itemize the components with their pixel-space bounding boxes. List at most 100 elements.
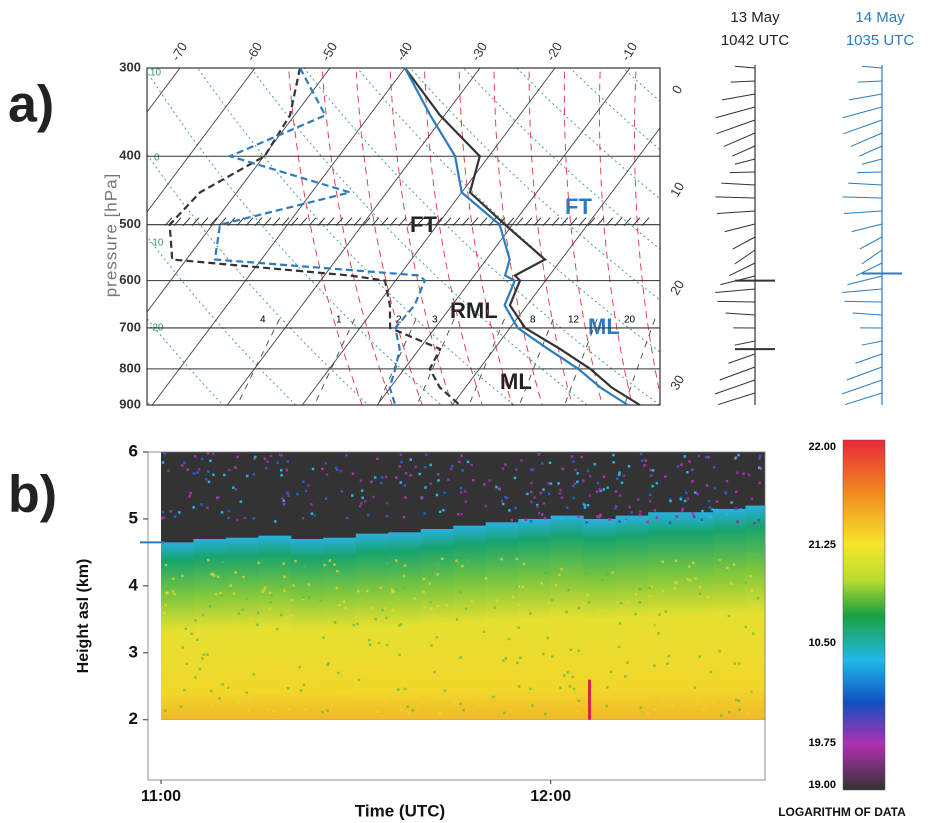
moist-adiabat	[528, 68, 573, 405]
speckle	[162, 516, 166, 519]
wind-barb	[728, 353, 756, 364]
speckle	[704, 675, 708, 679]
layer-column	[648, 512, 682, 720]
speckle	[725, 479, 729, 483]
speckle	[218, 591, 222, 595]
speckle	[185, 662, 188, 666]
dry-adiabat	[622, 68, 660, 102]
speckle	[360, 659, 363, 663]
speckle	[282, 502, 286, 506]
speckle	[520, 459, 523, 462]
speckle	[254, 455, 257, 459]
speckle	[409, 458, 412, 461]
speckle	[673, 621, 677, 625]
speckle	[541, 462, 544, 465]
speckle	[255, 677, 259, 681]
speckle	[607, 693, 610, 696]
speckle	[259, 632, 262, 636]
colorbar-title: LOGARITHM OF DATA	[778, 805, 906, 819]
speckle	[202, 653, 205, 656]
hatch	[371, 217, 380, 227]
speckle	[311, 467, 315, 471]
speckle	[462, 708, 465, 712]
speckle	[192, 506, 195, 509]
speckle	[280, 469, 283, 472]
right-label: 10	[667, 179, 687, 199]
speckle	[648, 586, 651, 590]
speckle	[602, 475, 606, 479]
speckle	[642, 686, 646, 689]
speckle	[618, 520, 621, 523]
speckle	[206, 506, 209, 509]
speckle	[264, 690, 268, 694]
speckle	[164, 709, 167, 712]
speckle	[229, 654, 233, 657]
speckle	[540, 582, 543, 585]
wind-barb	[721, 182, 756, 186]
speckle	[183, 688, 186, 692]
speckle	[503, 711, 506, 715]
speckle	[228, 636, 232, 639]
speckle	[669, 499, 672, 503]
speckle	[279, 585, 283, 589]
speckle	[596, 481, 600, 485]
speckle	[436, 473, 440, 476]
speckle	[651, 627, 655, 631]
speckle	[250, 621, 253, 624]
speckle	[182, 623, 185, 626]
speckle	[320, 649, 323, 652]
hatch	[236, 217, 245, 227]
speckle	[422, 590, 425, 594]
speckle	[576, 653, 580, 657]
hatch	[569, 217, 578, 227]
speckle	[416, 704, 420, 708]
hatch	[461, 217, 470, 227]
mixing-label: 3	[432, 315, 438, 326]
layer-column	[388, 532, 422, 720]
speckle	[697, 454, 701, 458]
speckle	[702, 708, 705, 711]
wind-barb	[861, 158, 883, 165]
speckle	[747, 473, 751, 477]
speckle	[200, 503, 203, 506]
speckle	[371, 638, 375, 642]
speckle	[687, 565, 691, 568]
speckle	[676, 465, 680, 468]
speckle	[272, 709, 276, 713]
speckle	[221, 561, 225, 564]
speckle	[210, 703, 213, 706]
speckle	[659, 655, 662, 659]
speckle	[194, 676, 197, 679]
speckle	[634, 612, 637, 616]
isotherm	[147, 68, 331, 313]
speckle	[189, 491, 192, 495]
y-axis-label: pressure [hPa]	[101, 173, 120, 298]
speckle	[558, 492, 562, 495]
speckle	[597, 610, 601, 614]
speckle	[641, 642, 644, 645]
speckle	[513, 476, 517, 480]
speckle	[395, 588, 399, 591]
speckle	[658, 613, 661, 616]
speckle	[700, 685, 704, 689]
speckle	[310, 662, 313, 666]
speckle	[655, 516, 659, 519]
speckle	[383, 606, 386, 610]
speckle	[460, 454, 463, 457]
moist-adiabat	[355, 68, 423, 405]
hatch	[227, 217, 236, 227]
speckle	[648, 594, 652, 598]
speckle	[345, 516, 349, 520]
layer-column	[290, 539, 324, 720]
speckle	[728, 673, 732, 676]
speckle	[217, 496, 220, 499]
speckle	[572, 460, 575, 463]
speckle	[717, 560, 721, 564]
speckle	[236, 518, 239, 522]
speckle	[399, 708, 403, 711]
speckle	[179, 635, 183, 638]
speckle	[555, 634, 559, 637]
speckle	[196, 638, 199, 642]
speckle	[570, 689, 574, 693]
speckle	[181, 574, 184, 578]
